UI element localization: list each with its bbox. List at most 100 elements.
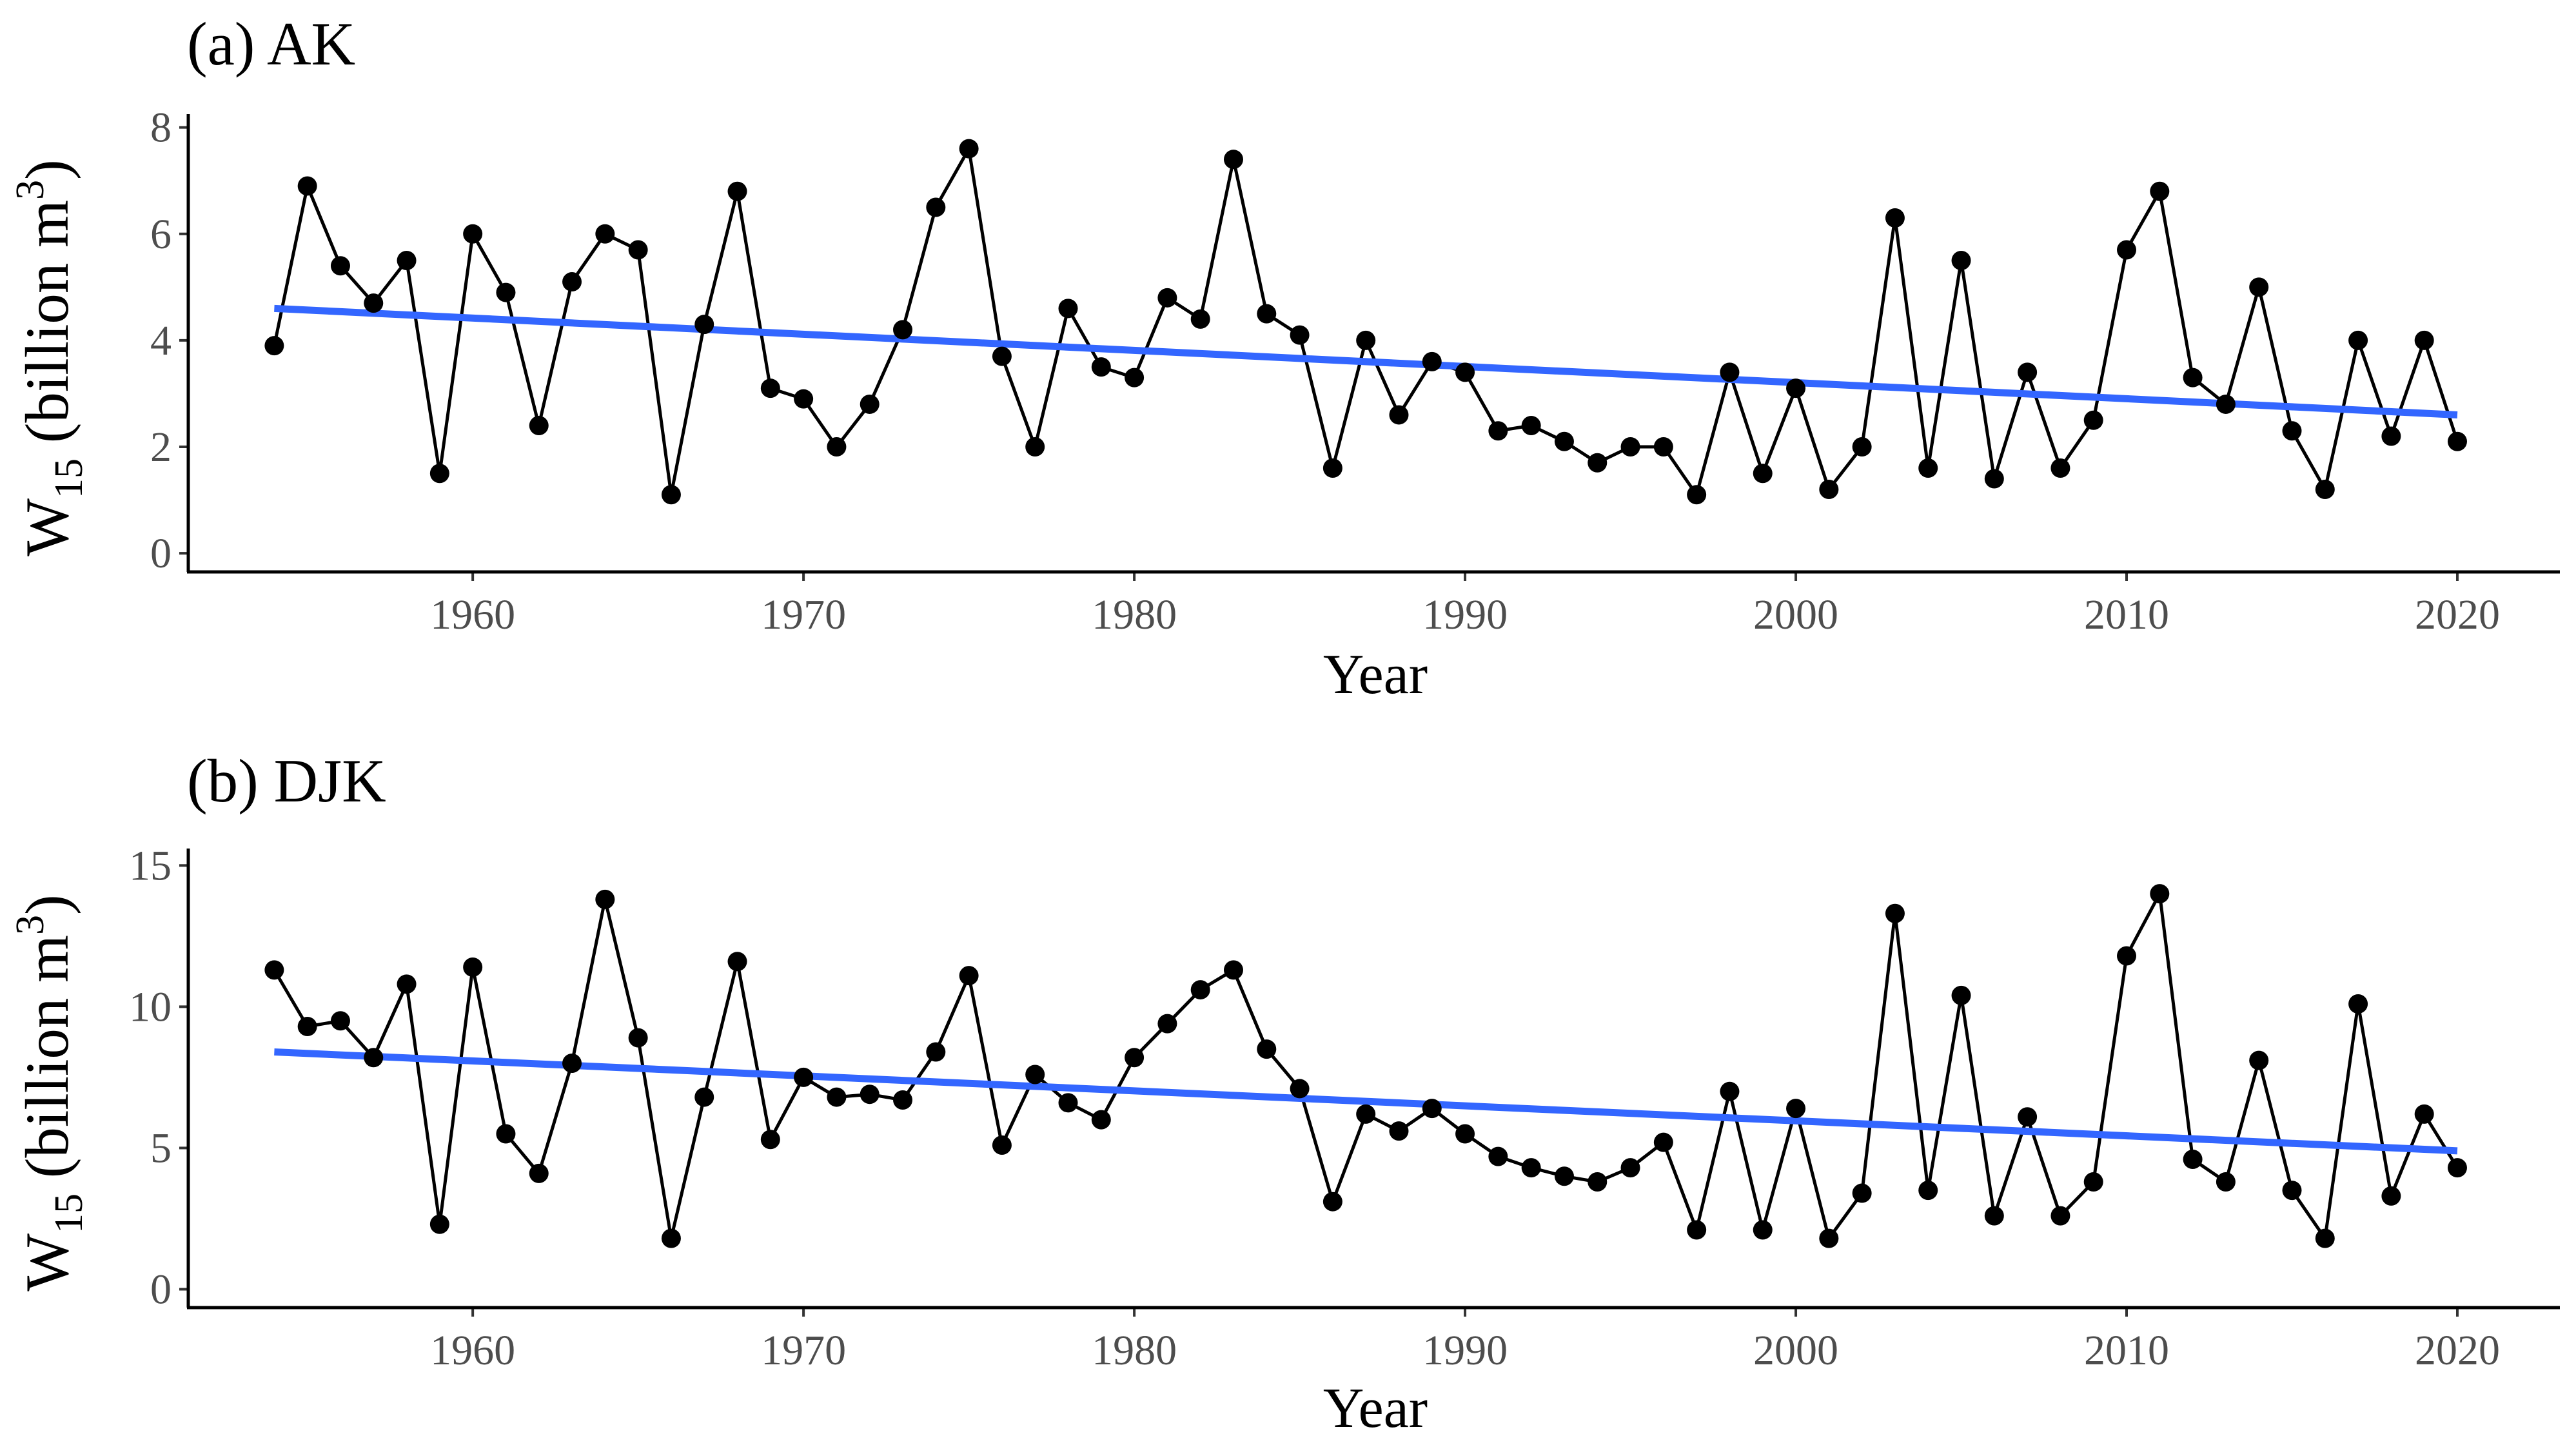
data-point-ak-1954 [264, 336, 284, 356]
y-axis-title-superscript: 3 [8, 180, 52, 200]
data-point-ak-1958 [397, 251, 417, 271]
x-axis-title-djk: Year [1323, 1377, 1428, 1440]
data-point-djk-1992 [1521, 1158, 1541, 1178]
data-point-ak-1984 [1257, 304, 1277, 324]
data-point-djk-2003 [1885, 903, 1905, 923]
data-point-ak-2019 [2414, 330, 2434, 350]
data-point-ak-1966 [661, 485, 681, 505]
data-point-djk-2009 [2083, 1172, 2103, 1192]
x-tick-label: 2020 [2415, 1327, 2500, 1374]
x-tick-label: 1990 [1422, 1327, 1508, 1374]
data-point-ak-2012 [2183, 368, 2203, 388]
data-point-ak-2015 [2282, 421, 2302, 441]
data-point-ak-1973 [893, 320, 913, 340]
y-tick-label: 2 [150, 424, 172, 471]
data-point-djk-1986 [1322, 1192, 1342, 1212]
data-point-djk-1957 [364, 1048, 384, 1068]
data-point-ak-2004 [1918, 458, 1938, 478]
data-point-djk-2017 [2348, 994, 2368, 1014]
y-axis-title-subscript: 15 [47, 458, 91, 498]
data-point-ak-1986 [1322, 458, 1342, 478]
y-axis-title-unit: (billion m [13, 200, 81, 458]
data-point-djk-2012 [2183, 1149, 2203, 1169]
y-axis-title-main: W [13, 498, 81, 556]
x-tick-label: 2010 [2084, 1327, 2169, 1374]
data-point-ak-1994 [1588, 453, 1608, 473]
data-point-ak-2013 [2216, 394, 2236, 414]
data-point-ak-1957 [364, 293, 384, 313]
trend-line-djk [274, 1048, 2458, 1155]
data-point-djk-1960 [463, 957, 483, 977]
data-point-ak-2002 [1852, 437, 1872, 456]
data-point-ak-2008 [2050, 458, 2070, 478]
data-point-djk-1965 [628, 1028, 648, 1048]
data-point-djk-1984 [1257, 1039, 1277, 1059]
data-point-djk-1961 [496, 1124, 516, 1144]
y-axis-title-djk: W15 (billion m3) [8, 894, 91, 1291]
data-point-djk-2011 [2150, 884, 2170, 904]
data-point-ak-2006 [1984, 469, 2004, 489]
data-point-ak-1997 [1687, 485, 1707, 505]
data-point-djk-1979 [1091, 1110, 1111, 1130]
data-point-ak-1990 [1455, 362, 1475, 382]
x-tick-label: 2000 [1753, 591, 1838, 638]
data-point-djk-1972 [860, 1085, 880, 1104]
data-point-ak-1961 [496, 282, 516, 302]
data-point-ak-2020 [2447, 431, 2467, 451]
y-axis-title-close: ) [13, 894, 81, 915]
data-point-djk-1971 [827, 1087, 847, 1107]
data-point-ak-1976 [992, 346, 1012, 366]
data-point-djk-1999 [1753, 1220, 1773, 1240]
data-point-djk-1998 [1720, 1081, 1740, 1101]
data-point-djk-2010 [2117, 946, 2137, 966]
data-point-djk-1973 [893, 1090, 913, 1110]
y-axis-title-unit: (billion m [13, 935, 81, 1193]
y-tick-label: 0 [150, 530, 172, 577]
data-point-ak-1960 [463, 224, 483, 244]
x-tick-label: 1970 [761, 591, 846, 638]
data-point-djk-2008 [2050, 1206, 2070, 1226]
data-point-djk-1989 [1422, 1099, 1442, 1119]
data-point-ak-2009 [2083, 410, 2103, 430]
data-point-ak-1974 [926, 197, 946, 217]
data-point-ak-2011 [2150, 181, 2170, 201]
data-point-ak-1963 [562, 272, 582, 292]
data-point-ak-2017 [2348, 330, 2368, 350]
data-point-djk-1954 [264, 960, 284, 980]
panel-title-djk: (b) DJK [187, 747, 386, 815]
data-point-djk-2013 [2216, 1172, 2236, 1192]
data-point-djk-2007 [2018, 1107, 2038, 1127]
data-point-djk-1985 [1290, 1079, 1310, 1099]
data-point-djk-1990 [1455, 1124, 1475, 1144]
data-point-ak-2000 [1786, 378, 1806, 398]
data-point-ak-2007 [2018, 362, 2038, 382]
data-point-djk-2016 [2315, 1228, 2335, 1248]
data-point-ak-1988 [1389, 405, 1409, 425]
data-point-djk-1963 [562, 1053, 582, 1073]
data-point-ak-1971 [827, 437, 847, 456]
data-point-djk-2000 [1786, 1099, 1806, 1119]
data-point-djk-1981 [1157, 1014, 1177, 1034]
data-point-djk-1978 [1058, 1093, 1078, 1113]
data-point-djk-1988 [1389, 1121, 1409, 1141]
y-tick-label: 4 [150, 317, 172, 364]
data-point-ak-1978 [1058, 299, 1078, 319]
y-tick-label: 0 [150, 1266, 172, 1313]
data-point-djk-1987 [1356, 1104, 1376, 1124]
data-point-djk-1974 [926, 1042, 946, 1062]
data-point-djk-1980 [1125, 1048, 1145, 1068]
y-axis-title-ak: W15 (billion m3) [8, 159, 91, 556]
x-ticks-ak: 1960 1970 1980 1990 2000 2010 2020 [430, 572, 2500, 638]
data-point-ak-1967 [694, 315, 714, 335]
data-point-ak-2003 [1885, 208, 1905, 228]
x-tick-label: 1980 [1092, 591, 1177, 638]
data-point-ak-1991 [1488, 421, 1508, 441]
data-point-ak-1985 [1290, 325, 1310, 345]
data-point-djk-1991 [1488, 1146, 1508, 1166]
data-point-ak-1955 [297, 176, 317, 196]
data-point-ak-2005 [1951, 251, 1971, 271]
data-point-djk-1966 [661, 1228, 681, 1248]
points-djk [264, 884, 2467, 1248]
